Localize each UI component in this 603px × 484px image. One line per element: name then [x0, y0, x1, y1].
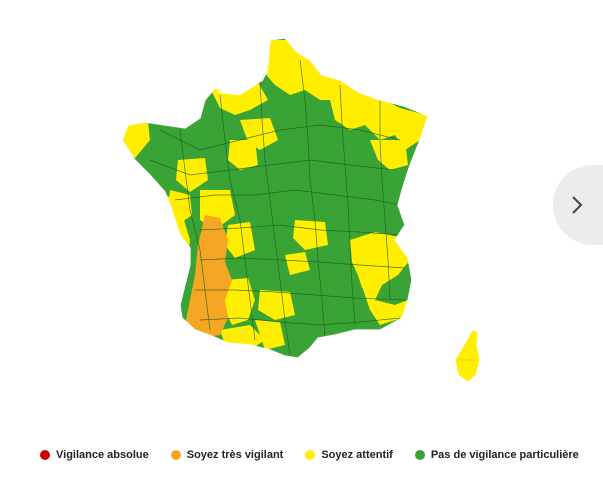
legend-item-very-vigilant: Soyez très vigilant — [170, 449, 284, 461]
legend-dot-green — [414, 450, 425, 460]
coast-line — [217, 67, 269, 96]
legend: Vigilance absolue Soyez très vigilant So… — [40, 449, 601, 461]
chevron-right-icon — [572, 196, 583, 214]
legend-item-attentive: Soyez attentif — [305, 449, 393, 461]
legend-dot-orange — [170, 450, 181, 460]
legend-label: Soyez très vigilant — [186, 449, 284, 461]
legend-item-none: Pas de vigilance particulière — [414, 449, 579, 461]
legend-dot-red — [40, 450, 50, 460]
legend-dot-yellow — [305, 450, 316, 460]
zones-very-vigilant — [185, 215, 232, 338]
legend-item-absolute: Vigilance absolue — [40, 449, 149, 461]
corsica — [454, 329, 481, 383]
legend-label: Soyez attentif — [321, 449, 393, 461]
department-borders — [149, 59, 406, 356]
legend-label: Pas de vigilance particulière — [430, 449, 579, 461]
legend-label: Vigilance absolue — [56, 449, 149, 461]
